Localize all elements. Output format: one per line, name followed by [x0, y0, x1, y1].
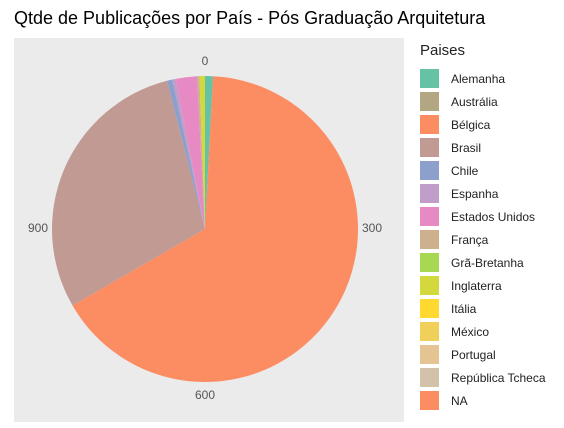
legend-item: Grã-Bretanha [420, 251, 546, 274]
legend-item: Alemanha [420, 67, 546, 90]
legend-item: Itália [420, 297, 546, 320]
legend-swatch [420, 207, 439, 226]
legend-swatch [420, 253, 439, 272]
pie-slice-2 [72, 76, 359, 383]
legend-items: Alemanha Austrália Bélgica Brasil Chile Espan… [420, 67, 546, 412]
legend-label: Bélgica [451, 117, 491, 132]
legend-item: México [420, 320, 546, 343]
pie-slices [52, 75, 359, 383]
legend-swatch [420, 161, 439, 180]
pie-slice-3 [52, 80, 205, 306]
legend-item: Espanha [420, 182, 546, 205]
legend-swatch [420, 368, 439, 387]
pie-slice-7 [196, 76, 205, 229]
legend-swatch [420, 391, 439, 410]
legend-label: Estados Unidos [451, 209, 536, 224]
legend-label: Itália [451, 301, 477, 316]
legend-item: Portugal [420, 343, 546, 366]
legend-item: Brasil [420, 136, 546, 159]
legend-item: Bélgica [420, 113, 546, 136]
legend-swatch [420, 115, 439, 134]
pie-slice-6 [175, 76, 205, 230]
legend-label: Alemanha [451, 71, 506, 86]
legend-swatch [420, 322, 439, 341]
legend-swatch [420, 345, 439, 364]
legend-label: Chile [451, 163, 479, 178]
pie-slice-4 [166, 79, 205, 229]
legend-item: França [420, 228, 546, 251]
tick-labels: 0 300 600 900 [28, 54, 382, 402]
legend-label: Brasil [451, 140, 482, 155]
tick-label-1: 300 [362, 221, 382, 235]
tick-label-3: 900 [28, 221, 48, 235]
legend-label: Portugal [451, 347, 496, 362]
legend: Paises Alemanha Austrália Bélgica Brasil Chi… [420, 42, 546, 412]
legend-item: Estados Unidos [420, 205, 546, 228]
tick-label-2: 600 [195, 388, 215, 402]
legend-item: Chile [420, 159, 546, 182]
legend-item: Inglaterra [420, 274, 546, 297]
pie-slice-9 [199, 75, 205, 230]
legend-swatch [420, 92, 439, 111]
legend-label: NA [451, 393, 468, 408]
legend-swatch [420, 276, 439, 295]
legend-swatch [420, 184, 439, 203]
tick-label-0: 0 [202, 54, 209, 68]
legend-label: França [451, 232, 489, 247]
pie-slice-0 [205, 76, 214, 229]
legend-label: México [451, 324, 490, 339]
legend-item: NA [420, 389, 546, 412]
legend-label: Grã-Bretanha [451, 255, 524, 270]
legend-label: República Tcheca [451, 370, 546, 385]
legend-title: Paises [420, 42, 466, 59]
legend-item: República Tcheca [420, 366, 546, 389]
chart-title: Qtde de Publicações por País - Pós Gradu… [14, 8, 486, 28]
legend-label: Austrália [451, 94, 498, 109]
legend-item: Austrália [420, 90, 546, 113]
legend-swatch [420, 299, 439, 318]
legend-swatch [420, 138, 439, 157]
pie-slice-5 [172, 78, 205, 229]
legend-label: Inglaterra [451, 278, 502, 293]
legend-swatch [420, 69, 439, 88]
legend-swatch [420, 230, 439, 249]
legend-label: Espanha [451, 186, 499, 201]
